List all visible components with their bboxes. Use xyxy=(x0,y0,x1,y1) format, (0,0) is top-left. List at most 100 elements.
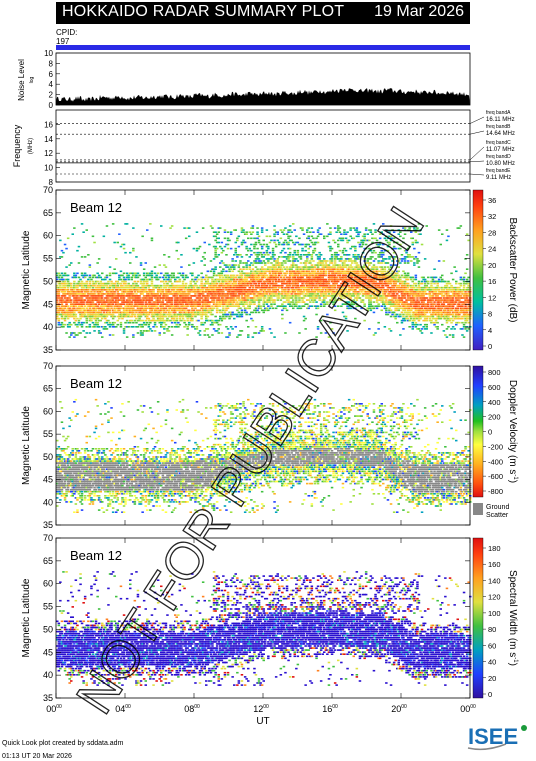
scatter-cell xyxy=(175,286,178,289)
scatter-cell xyxy=(83,284,87,287)
scatter-cell xyxy=(192,313,196,316)
scatter-cell xyxy=(105,295,109,297)
scatter-cell xyxy=(281,249,284,252)
scatter-cell xyxy=(161,313,165,316)
freq-band-leader xyxy=(469,130,485,135)
scatter-cell xyxy=(96,276,99,279)
scatter-cell xyxy=(139,289,143,291)
scatter-cell xyxy=(200,284,203,287)
scatter-cell xyxy=(129,311,132,314)
scatter-cell xyxy=(198,305,202,307)
scatter-cell xyxy=(234,247,237,250)
scatter-cell xyxy=(74,286,78,289)
scatter-cell xyxy=(121,301,124,303)
scatter-cell xyxy=(158,291,161,293)
scatter-cell xyxy=(150,280,154,283)
scatter-cell xyxy=(198,303,202,305)
scatter-cell xyxy=(167,326,171,328)
scatter-cell xyxy=(94,297,98,299)
scatter-cell xyxy=(288,251,292,254)
scatter-cell xyxy=(319,233,323,235)
scatter-cell xyxy=(121,280,124,283)
scatter-cell xyxy=(91,297,95,299)
scatter-cell xyxy=(215,305,219,307)
scatter-cell xyxy=(293,249,296,252)
scatter-cell xyxy=(201,305,205,307)
scatter-cell xyxy=(209,313,213,316)
scatter-cell xyxy=(262,256,265,258)
scatter-cell xyxy=(56,289,59,291)
scatter-cell xyxy=(225,313,228,316)
scatter-cell xyxy=(94,313,98,316)
scatter-cell xyxy=(111,315,115,318)
scatter-cell xyxy=(121,315,124,318)
scatter-cell xyxy=(205,303,208,305)
scatter-cell xyxy=(183,291,186,293)
scatter-cell xyxy=(79,332,82,334)
scatter-cell xyxy=(79,317,82,320)
scatter-cell xyxy=(129,321,132,324)
scatter-cell xyxy=(150,289,154,291)
scatter-cell xyxy=(220,295,224,297)
scatter-cell xyxy=(268,272,272,275)
scatter-cell xyxy=(166,297,169,299)
scatter-cell xyxy=(226,282,230,285)
scatter-cell xyxy=(229,247,233,250)
scatter-cell xyxy=(91,309,95,312)
scatter-cell xyxy=(99,299,102,301)
scatter-cell xyxy=(194,293,197,295)
scatter-cell xyxy=(124,223,127,225)
scatter-cell xyxy=(138,303,141,305)
scatter-cell xyxy=(205,315,208,318)
scatter-cell xyxy=(209,260,213,262)
scatter-cell xyxy=(209,307,213,310)
scatter-cell xyxy=(205,317,208,320)
scatter-cell xyxy=(108,311,112,314)
scatter-cell xyxy=(355,229,359,231)
scatter-cell xyxy=(200,313,203,316)
scatter-cell xyxy=(177,297,180,299)
scatter-cell xyxy=(115,284,118,287)
scatter-cell xyxy=(220,272,224,275)
scatter-cell xyxy=(107,303,110,305)
scatter-cell xyxy=(104,284,107,287)
scatter-cell xyxy=(312,231,315,233)
scatter-cell xyxy=(104,297,107,299)
scatter-cell xyxy=(136,291,140,293)
scatter-cell xyxy=(231,258,234,260)
scatter-cell xyxy=(153,295,157,297)
scatter-cell xyxy=(234,241,237,244)
scatter-cell xyxy=(153,309,157,312)
scatter-cell xyxy=(281,270,284,273)
scatter-cell xyxy=(91,313,95,316)
scatter-cell xyxy=(225,284,228,287)
scatter-cell xyxy=(121,286,124,289)
scatter-cell xyxy=(82,309,85,312)
scatter-cell xyxy=(217,289,220,291)
scatter-cell xyxy=(247,299,250,301)
scatter-cell xyxy=(242,305,245,307)
scatter-cell xyxy=(206,305,210,307)
scatter-cell xyxy=(62,293,65,295)
scatter-cell xyxy=(71,307,74,310)
scatter-cell xyxy=(267,305,270,307)
scatter-cell xyxy=(231,328,234,330)
scatter-cell xyxy=(150,295,154,297)
scatter-cell xyxy=(333,227,337,229)
scatter-cell xyxy=(251,225,255,227)
scatter-cell xyxy=(343,229,346,231)
scatter-cell xyxy=(135,303,138,305)
scatter-cell xyxy=(346,231,349,233)
scatter-cell xyxy=(211,276,214,279)
scatter-cell xyxy=(197,291,200,293)
scatter-cell xyxy=(124,313,127,316)
scatter-cell xyxy=(260,262,264,264)
scatter-cell xyxy=(195,319,199,322)
scatter-cell xyxy=(178,323,182,326)
scatter-cell xyxy=(316,229,320,231)
scatter-cell xyxy=(201,227,205,229)
scatter-cell xyxy=(87,289,90,291)
scatter-cell xyxy=(208,301,211,303)
scatter-cell xyxy=(226,231,230,233)
scatter-cell xyxy=(256,227,259,229)
